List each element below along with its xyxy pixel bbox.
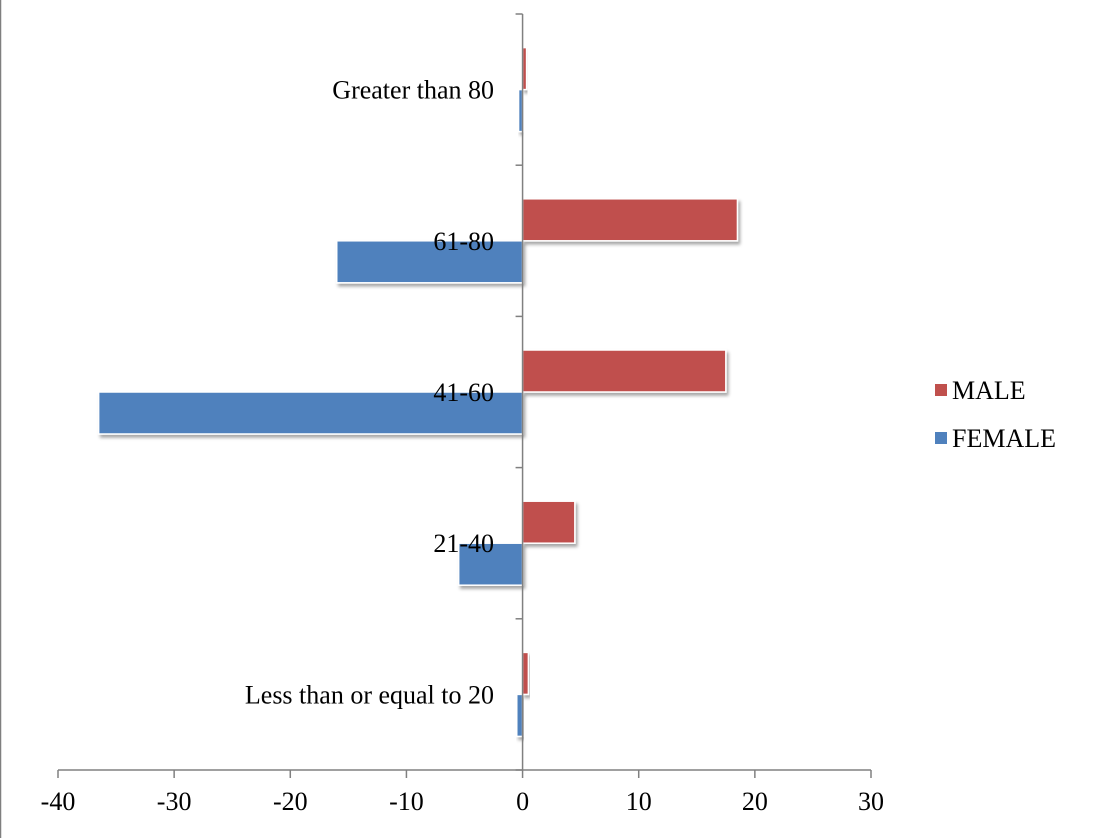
legend-label-female: FEMALE [952, 424, 1056, 453]
bar-male-1 [521, 651, 530, 696]
category-label: 41-60 [433, 378, 494, 407]
legend-label-male: MALE [952, 376, 1026, 405]
bar-male-3 [521, 349, 727, 393]
category-label: Less than or equal to 20 [245, 680, 494, 709]
bar-male-4 [521, 198, 739, 242]
category-label: Greater than 80 [332, 76, 494, 105]
bar-female-4 [335, 240, 524, 284]
bar-female-3 [97, 391, 524, 435]
x-tick-label: 30 [858, 787, 884, 816]
bar-male-2 [521, 500, 576, 544]
legend-swatch-male [935, 384, 947, 396]
x-tick-label: -10 [389, 787, 424, 816]
category-label: 21-40 [433, 529, 494, 558]
category-label: 61-80 [433, 227, 494, 256]
plot-area: -40 -30 -20 -10 0 10 20 30 Less than or equal to… [41, 13, 884, 816]
bar-female-1 [516, 693, 524, 738]
x-tick-label: 20 [742, 787, 768, 816]
x-tick-label: -30 [157, 787, 192, 816]
legend-swatch-female [935, 432, 947, 444]
x-tick-label: 0 [516, 787, 529, 816]
x-tick-label: -40 [41, 787, 76, 816]
x-tick-label: -20 [273, 787, 308, 816]
legend: MALE FEMALE [935, 376, 1056, 453]
x-tick-label: 10 [626, 787, 652, 816]
